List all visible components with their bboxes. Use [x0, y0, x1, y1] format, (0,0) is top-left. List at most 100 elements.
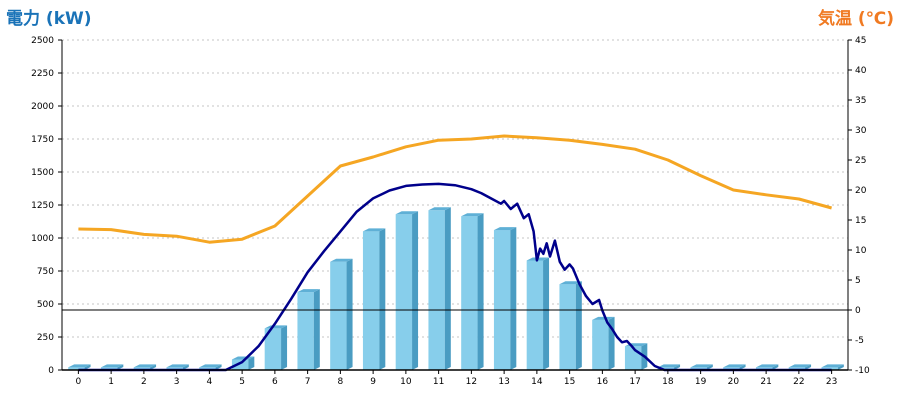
- bar: [657, 364, 681, 370]
- left-axis-tick-label: 2500: [31, 36, 54, 46]
- right-axis-tick-label: 5: [855, 276, 861, 286]
- bar-side: [346, 258, 353, 370]
- left-axis-tick-label: 250: [37, 333, 54, 343]
- bar: [723, 364, 746, 370]
- bar-front: [526, 260, 544, 370]
- right-axis-tick-label: 35: [855, 96, 866, 106]
- left-axis-tick-label: 1750: [31, 135, 54, 145]
- bar-side: [477, 213, 484, 370]
- right-axis-tick-label: 15: [855, 216, 866, 226]
- bar-top: [592, 316, 615, 320]
- bar-side: [837, 364, 844, 370]
- bar-front: [559, 284, 576, 370]
- bar: [526, 257, 550, 370]
- power-line: [78, 182, 832, 372]
- bar-side: [706, 364, 713, 370]
- left-axis-tick-label: 750: [37, 267, 54, 277]
- bar: [330, 258, 353, 370]
- right-axis-tick-label: 0: [855, 306, 861, 316]
- bar: [592, 316, 615, 370]
- bar-top: [755, 364, 779, 368]
- bar-front: [231, 359, 249, 370]
- x-axis-tick-label: 18: [662, 377, 674, 387]
- bar-top: [395, 211, 419, 215]
- bar-front: [199, 367, 216, 370]
- axis-layer: 02505007501000125015001750200022502500-1…: [31, 36, 870, 387]
- bar: [559, 281, 582, 370]
- bar-top: [821, 364, 844, 368]
- x-axis-tick-label: 9: [370, 377, 376, 387]
- bar-front: [788, 367, 806, 370]
- bar-front: [723, 367, 740, 370]
- bar-front: [166, 367, 183, 370]
- bar-front: [755, 367, 773, 370]
- bar: [231, 356, 255, 370]
- bar: [264, 325, 288, 370]
- left-axis-tick-label: 0: [48, 366, 54, 376]
- x-axis-tick-label: 3: [174, 377, 180, 387]
- right-axis-tick-label: 25: [855, 156, 866, 166]
- x-axis-tick-label: 17: [629, 377, 640, 387]
- x-axis-tick-label: 4: [207, 377, 213, 387]
- left-axis-tick-label: 2250: [31, 69, 54, 79]
- left-axis-tick-label: 1500: [31, 168, 54, 178]
- bar-top: [428, 207, 451, 211]
- bar: [297, 289, 320, 370]
- bar-side: [772, 364, 779, 370]
- bar-side: [281, 325, 288, 370]
- x-axis-tick-label: 21: [760, 377, 771, 387]
- bar-top: [493, 227, 517, 231]
- bar-front: [133, 367, 151, 370]
- bar-side: [117, 364, 124, 370]
- bar-side: [248, 356, 255, 370]
- right-axis-tick-label: 30: [855, 126, 867, 136]
- bar-side: [412, 211, 419, 370]
- left-axis-tick-label: 2000: [31, 102, 54, 112]
- bar: [133, 364, 157, 370]
- right-axis-tick-label: -10: [855, 366, 870, 376]
- right-axis-tick-label: 40: [855, 66, 867, 76]
- line-layer: [62, 134, 848, 372]
- bar-side: [150, 364, 157, 370]
- bar-side: [805, 364, 812, 370]
- bar-top: [100, 364, 124, 368]
- bar: [788, 364, 812, 370]
- x-axis-tick-label: 23: [826, 377, 837, 387]
- bar-side: [674, 364, 681, 370]
- x-axis-tick-label: 14: [531, 377, 543, 387]
- bar-front: [330, 261, 347, 370]
- x-axis-tick-label: 5: [239, 377, 245, 387]
- bar-front: [68, 367, 85, 370]
- x-axis-tick-label: 15: [564, 377, 575, 387]
- bar: [362, 228, 386, 370]
- bar-top: [559, 281, 582, 285]
- x-axis-tick-label: 8: [338, 377, 344, 387]
- x-axis-tick-label: 13: [498, 377, 509, 387]
- right-axis-tick-label: -5: [855, 336, 864, 346]
- bar-front: [100, 367, 118, 370]
- bar-top: [788, 364, 812, 368]
- bar-top: [461, 213, 484, 217]
- bar-front: [821, 367, 838, 370]
- bar-front: [690, 367, 707, 370]
- bar-front: [428, 210, 445, 370]
- left-axis-title: 電力 (kW): [6, 9, 92, 29]
- left-axis-tick-label: 500: [37, 300, 54, 310]
- x-axis-tick-label: 19: [695, 377, 707, 387]
- x-axis-tick-label: 2: [141, 377, 147, 387]
- bar-layer: [68, 207, 844, 370]
- right-axis-tick-label: 45: [855, 36, 866, 46]
- bar-side: [575, 281, 582, 370]
- bar-front: [297, 292, 314, 370]
- bar-top: [264, 325, 288, 329]
- x-axis-tick-label: 1: [108, 377, 114, 387]
- right-axis-tick-label: 10: [855, 246, 867, 256]
- bar-front: [395, 214, 413, 370]
- bar-top: [362, 228, 386, 232]
- bar-side: [84, 364, 91, 370]
- bar-side: [739, 364, 746, 370]
- bar-side: [444, 207, 451, 370]
- bar-front: [493, 230, 511, 370]
- temperature-line: [78, 134, 832, 244]
